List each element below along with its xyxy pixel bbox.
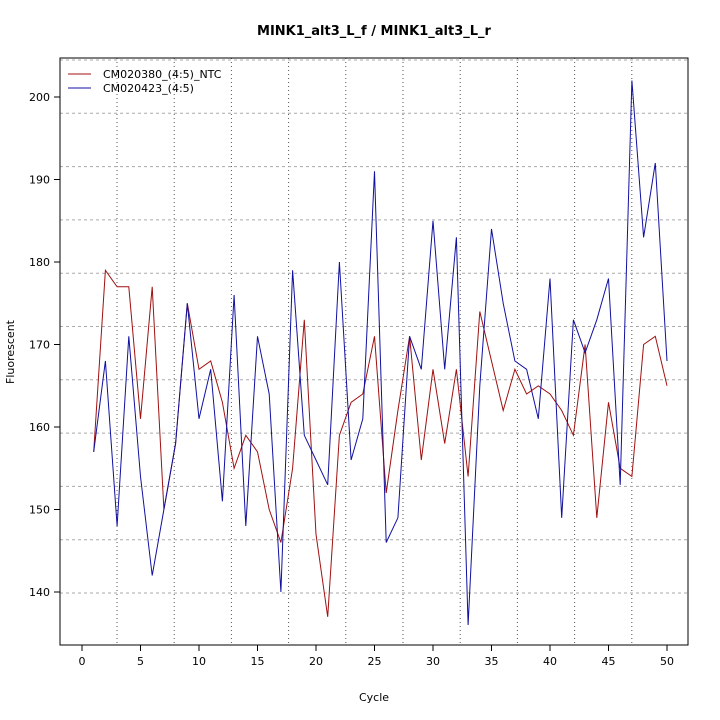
y-tick-label: 160 — [29, 421, 50, 434]
x-tick-label: 0 — [79, 655, 86, 668]
x-tick-label: 45 — [602, 655, 616, 668]
legend-label-1: CM020423_(4:5) — [103, 82, 194, 95]
x-axis: 0 5 10 15 20 25 30 35 40 45 50 — [79, 644, 674, 668]
y-tick-label: 200 — [29, 91, 50, 104]
plot-frame — [59, 57, 689, 646]
x-tick-label: 50 — [660, 655, 674, 668]
series-line-0 — [93, 268, 668, 617]
y-axis-label: Fluorescent — [4, 319, 17, 384]
x-tick-label: 40 — [543, 655, 557, 668]
x-tick-label: 20 — [309, 655, 323, 668]
series-line-1 — [93, 80, 668, 626]
y-tick-label: 170 — [29, 339, 50, 352]
x-tick-label: 35 — [485, 655, 499, 668]
legend: CM020380_(4:5)_NTC CM020423_(4:5) — [68, 68, 222, 95]
legend-label-0: CM020380_(4:5)_NTC — [103, 68, 222, 81]
y-tick-label: 150 — [29, 504, 50, 517]
x-tick-label: 25 — [368, 655, 382, 668]
y-axis: 140 150 160 170 180 190 200 — [29, 91, 61, 599]
series-lines — [93, 80, 668, 626]
x-axis-label: Cycle — [359, 691, 389, 704]
x-tick-label: 30 — [426, 655, 440, 668]
x-tick-label: 10 — [192, 655, 206, 668]
y-tick-label: 190 — [29, 174, 50, 187]
grid — [60, 58, 688, 645]
y-tick-label: 140 — [29, 586, 50, 599]
y-tick-label: 180 — [29, 256, 50, 269]
x-tick-label: 15 — [251, 655, 265, 668]
chart-title: MINK1_alt3_L_f / MINK1_alt3_L_r — [257, 24, 492, 39]
x-tick-label: 5 — [137, 655, 144, 668]
